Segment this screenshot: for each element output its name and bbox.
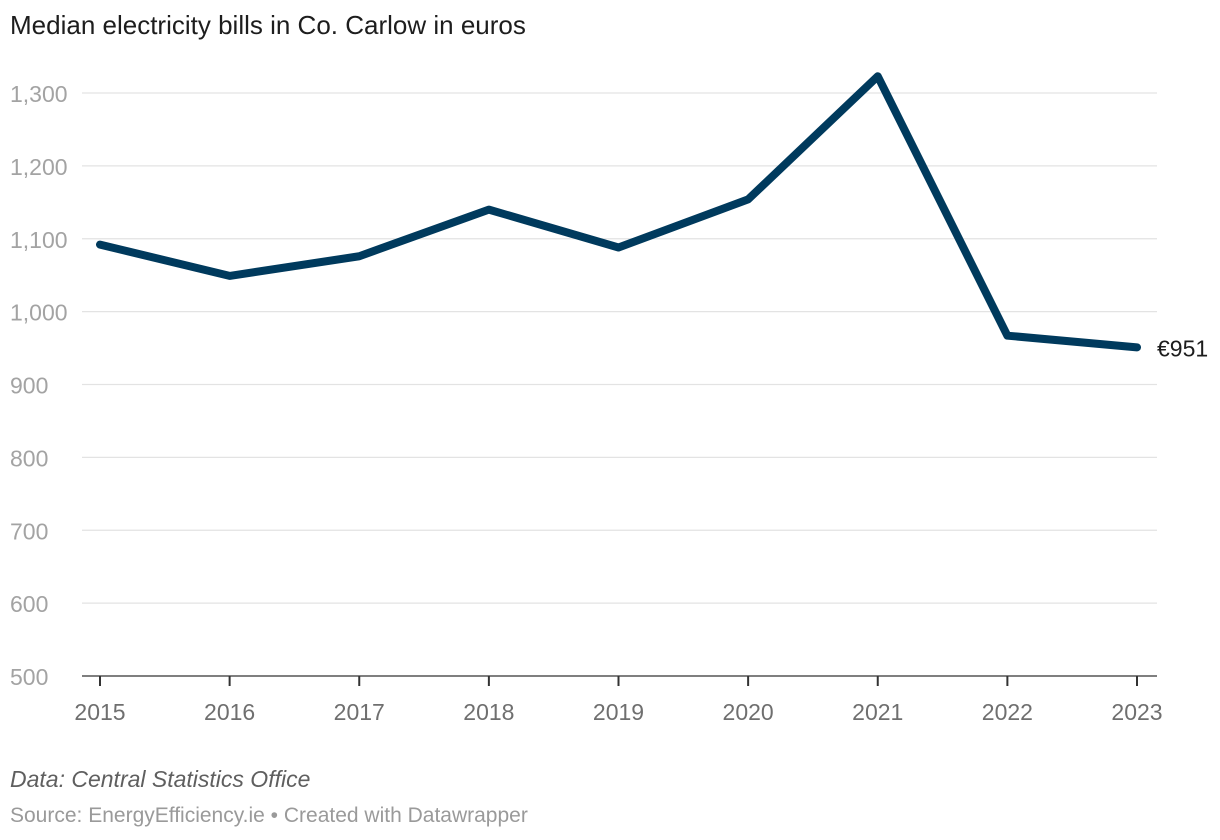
x-tick-label: 2022 — [982, 699, 1033, 725]
y-axis-ticks: 500 600 700 800 900 1,000 1,100 1,200 1,300 — [10, 81, 68, 690]
x-tick-label: 2017 — [334, 699, 385, 725]
source-credit: Source: EnergyEfficiency.ie • Created wi… — [10, 804, 528, 827]
end-value-label: €951 — [1157, 335, 1208, 361]
y-tick-label: 500 — [10, 664, 48, 690]
series-layer: €951 — [96, 72, 1208, 361]
y-tick-label: 1,100 — [10, 227, 68, 253]
line-chart: 500 600 700 800 900 1,000 1,100 1,200 1,300 2015… — [10, 72, 1208, 725]
x-tick-label: 2021 — [852, 699, 903, 725]
y-tick-label: 1,000 — [10, 300, 68, 326]
x-tick-label: 2015 — [74, 699, 125, 725]
y-tick-label: 800 — [10, 445, 48, 471]
y-tick-label: 1,300 — [10, 81, 68, 107]
data-note: Data: Central Statistics Office — [10, 766, 311, 792]
x-tick-label: 2016 — [204, 699, 255, 725]
series-line — [96, 72, 1141, 352]
x-tick-label: 2019 — [593, 699, 644, 725]
x-tick-label: 2023 — [1111, 699, 1162, 725]
x-axis: 2015 2016 2017 2018 2019 2020 2021 2022 2023 — [74, 676, 1163, 725]
chart-title: Median electricity bills in Co. Carlow i… — [10, 10, 526, 40]
y-tick-label: 1,200 — [10, 154, 68, 180]
gridlines — [82, 92, 1157, 677]
x-tick-label: 2018 — [463, 699, 514, 725]
y-tick-label: 700 — [10, 518, 48, 544]
y-tick-label: 600 — [10, 591, 48, 617]
x-tick-label: 2020 — [723, 699, 774, 725]
y-tick-label: 900 — [10, 373, 48, 399]
